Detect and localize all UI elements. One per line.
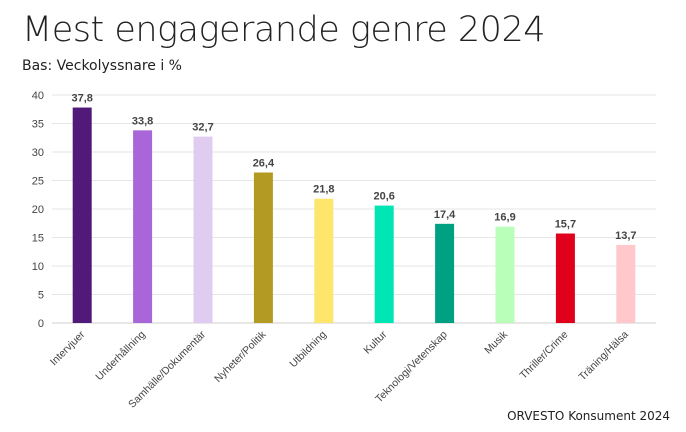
data-label: 13,7 [615,230,636,242]
x-tick-label: Thriller/Crime [517,329,570,382]
x-tick-label: Kultur [361,328,389,356]
bar [314,198,334,323]
source-note: ORVESTO Konsument 2024 [507,409,670,423]
bar [374,205,394,323]
data-label: 32,7 [192,122,213,134]
bar [193,136,213,323]
x-tick-label: Nyheter/Politik [212,328,269,385]
data-label: 17,4 [434,209,456,221]
x-tick-label: Intervjuer [48,328,88,368]
bar [72,107,92,323]
x-tick-label: Utbildning [287,329,329,371]
y-tick-label: 25 [32,176,44,188]
bar [616,244,636,323]
y-tick-label: 15 [32,233,44,245]
bar [253,172,273,323]
bar [435,223,455,323]
y-tick-label: 20 [32,204,44,216]
bar [133,130,153,323]
x-tick-label: Musik [482,328,510,356]
data-label: 37,8 [71,93,92,105]
x-tick-label: Underhållning [93,329,147,383]
y-tick-label: 10 [32,261,44,273]
bar [495,226,515,323]
y-tick-label: 0 [38,318,44,330]
data-label: 26,4 [253,158,275,170]
bar [555,233,575,323]
y-tick-label: 40 [32,90,44,102]
y-tick-label: 30 [32,147,44,159]
x-tick-label: Träning/Hälsa [576,329,631,384]
y-tick-label: 35 [32,119,44,131]
data-label: 20,6 [373,191,394,203]
chart-title: Mest engagerande genre 2024 [22,10,545,50]
data-label: 15,7 [555,219,576,231]
data-label: 33,8 [132,115,153,127]
y-tick-label: 5 [38,290,44,302]
data-label: 16,9 [494,212,515,224]
data-label: 21,8 [313,184,334,196]
chart-subtitle: Bas: Veckolyssnare i % [22,58,182,74]
